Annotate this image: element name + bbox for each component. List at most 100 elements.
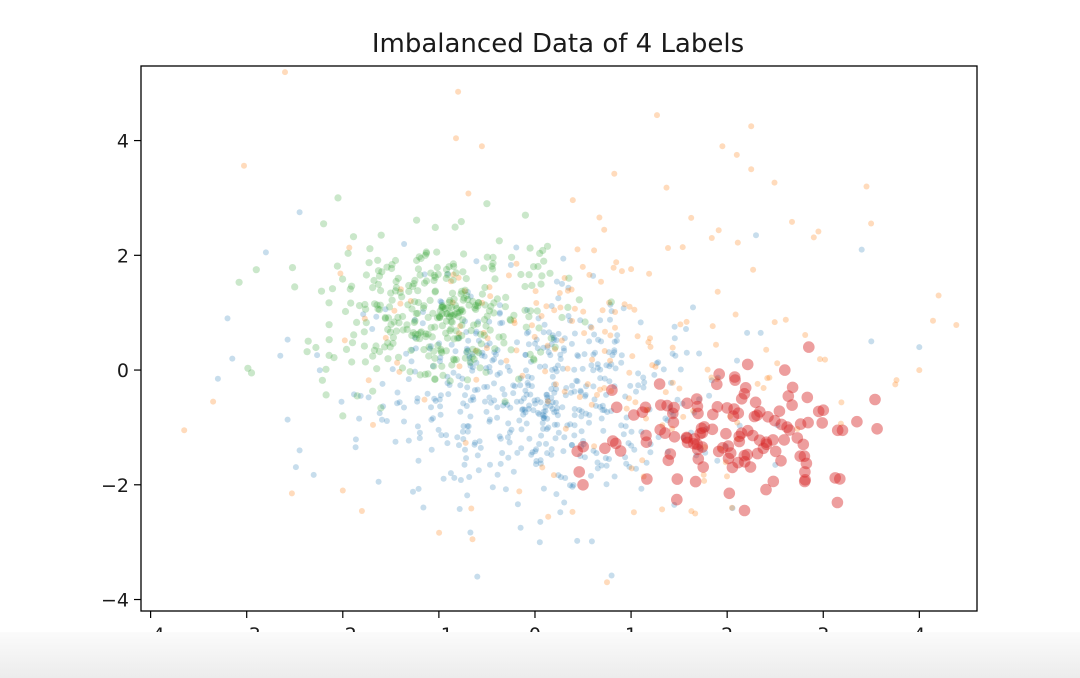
data-point [561, 347, 568, 354]
data-point [766, 374, 773, 381]
data-point [614, 332, 621, 339]
data-point [494, 471, 501, 478]
data-point [369, 284, 377, 292]
data-point [444, 380, 451, 386]
data-point [416, 429, 423, 436]
data-point [555, 330, 562, 337]
data-point [341, 337, 348, 344]
data-point [578, 443, 585, 450]
data-point [596, 214, 603, 221]
data-point [410, 318, 418, 327]
data-point [555, 429, 562, 436]
data-point [610, 401, 623, 414]
data-point [408, 305, 416, 313]
data-point [401, 418, 407, 425]
data-point [539, 412, 546, 418]
data-point [569, 508, 576, 515]
data-point [244, 364, 252, 372]
data-point [486, 284, 493, 291]
data-point [433, 314, 441, 322]
data-point [530, 263, 538, 271]
data-point [405, 287, 413, 295]
data-point [775, 418, 788, 431]
data-point [494, 371, 501, 378]
data-point [292, 464, 299, 471]
data-point [594, 459, 601, 466]
x-tick-label: 4 [913, 624, 925, 632]
data-point [464, 289, 471, 295]
data-point [597, 317, 604, 324]
data-point [458, 321, 466, 329]
data-point [563, 385, 570, 391]
data-point [797, 438, 810, 451]
data-point [688, 508, 695, 515]
data-point [607, 332, 614, 339]
data-point [570, 482, 577, 488]
data-point [401, 404, 407, 411]
data-point [592, 402, 599, 409]
data-point [467, 397, 474, 404]
data-point [590, 272, 597, 279]
data-point [871, 423, 883, 435]
data-point [711, 378, 723, 391]
data-point [721, 402, 733, 414]
data-point [314, 352, 321, 359]
data-point [551, 389, 558, 396]
data-point [445, 391, 452, 398]
data-point [337, 270, 344, 277]
data-point [436, 307, 444, 315]
data-point [598, 338, 605, 345]
data-point [733, 435, 746, 448]
data-point [696, 350, 703, 357]
data-point [355, 302, 364, 310]
data-point [637, 319, 644, 326]
data-point [669, 379, 676, 386]
data-point [511, 383, 518, 390]
data-point [497, 359, 504, 366]
data-point [421, 370, 429, 378]
data-point [483, 365, 490, 372]
data-point [817, 356, 823, 363]
data-point [474, 298, 483, 307]
data-point [550, 336, 557, 343]
data-point [533, 461, 539, 468]
data-point [575, 353, 582, 360]
data-point [580, 438, 587, 444]
data-point [591, 396, 598, 403]
data-point [714, 374, 721, 381]
data-point [394, 389, 401, 396]
data-point [712, 445, 725, 458]
data-point [386, 343, 394, 351]
data-point [655, 399, 667, 411]
data-point [392, 277, 400, 286]
data-point [477, 444, 484, 451]
data-point [586, 271, 593, 278]
data-point [424, 330, 432, 338]
data-point [713, 341, 719, 348]
data-point [511, 317, 517, 324]
data-point [594, 361, 601, 368]
data-point [508, 253, 516, 261]
data-point [374, 280, 382, 288]
data-point [316, 367, 323, 374]
data-point [505, 420, 512, 427]
data-point [543, 391, 550, 398]
data-point [457, 382, 464, 389]
data-point [525, 341, 532, 348]
data-point [438, 301, 446, 310]
data-point [591, 331, 598, 338]
data-point [569, 318, 576, 324]
data-point [638, 428, 645, 435]
data-point [416, 435, 423, 442]
data-point [618, 422, 625, 429]
data-point [726, 461, 739, 474]
data-point [438, 349, 446, 357]
data-point [757, 442, 770, 455]
data-point [457, 408, 464, 415]
data-point [431, 273, 439, 281]
x-tick-label: 2 [721, 624, 733, 632]
data-point [486, 416, 493, 423]
data-point [465, 337, 472, 344]
data-point [419, 304, 428, 312]
data-point [461, 461, 468, 468]
